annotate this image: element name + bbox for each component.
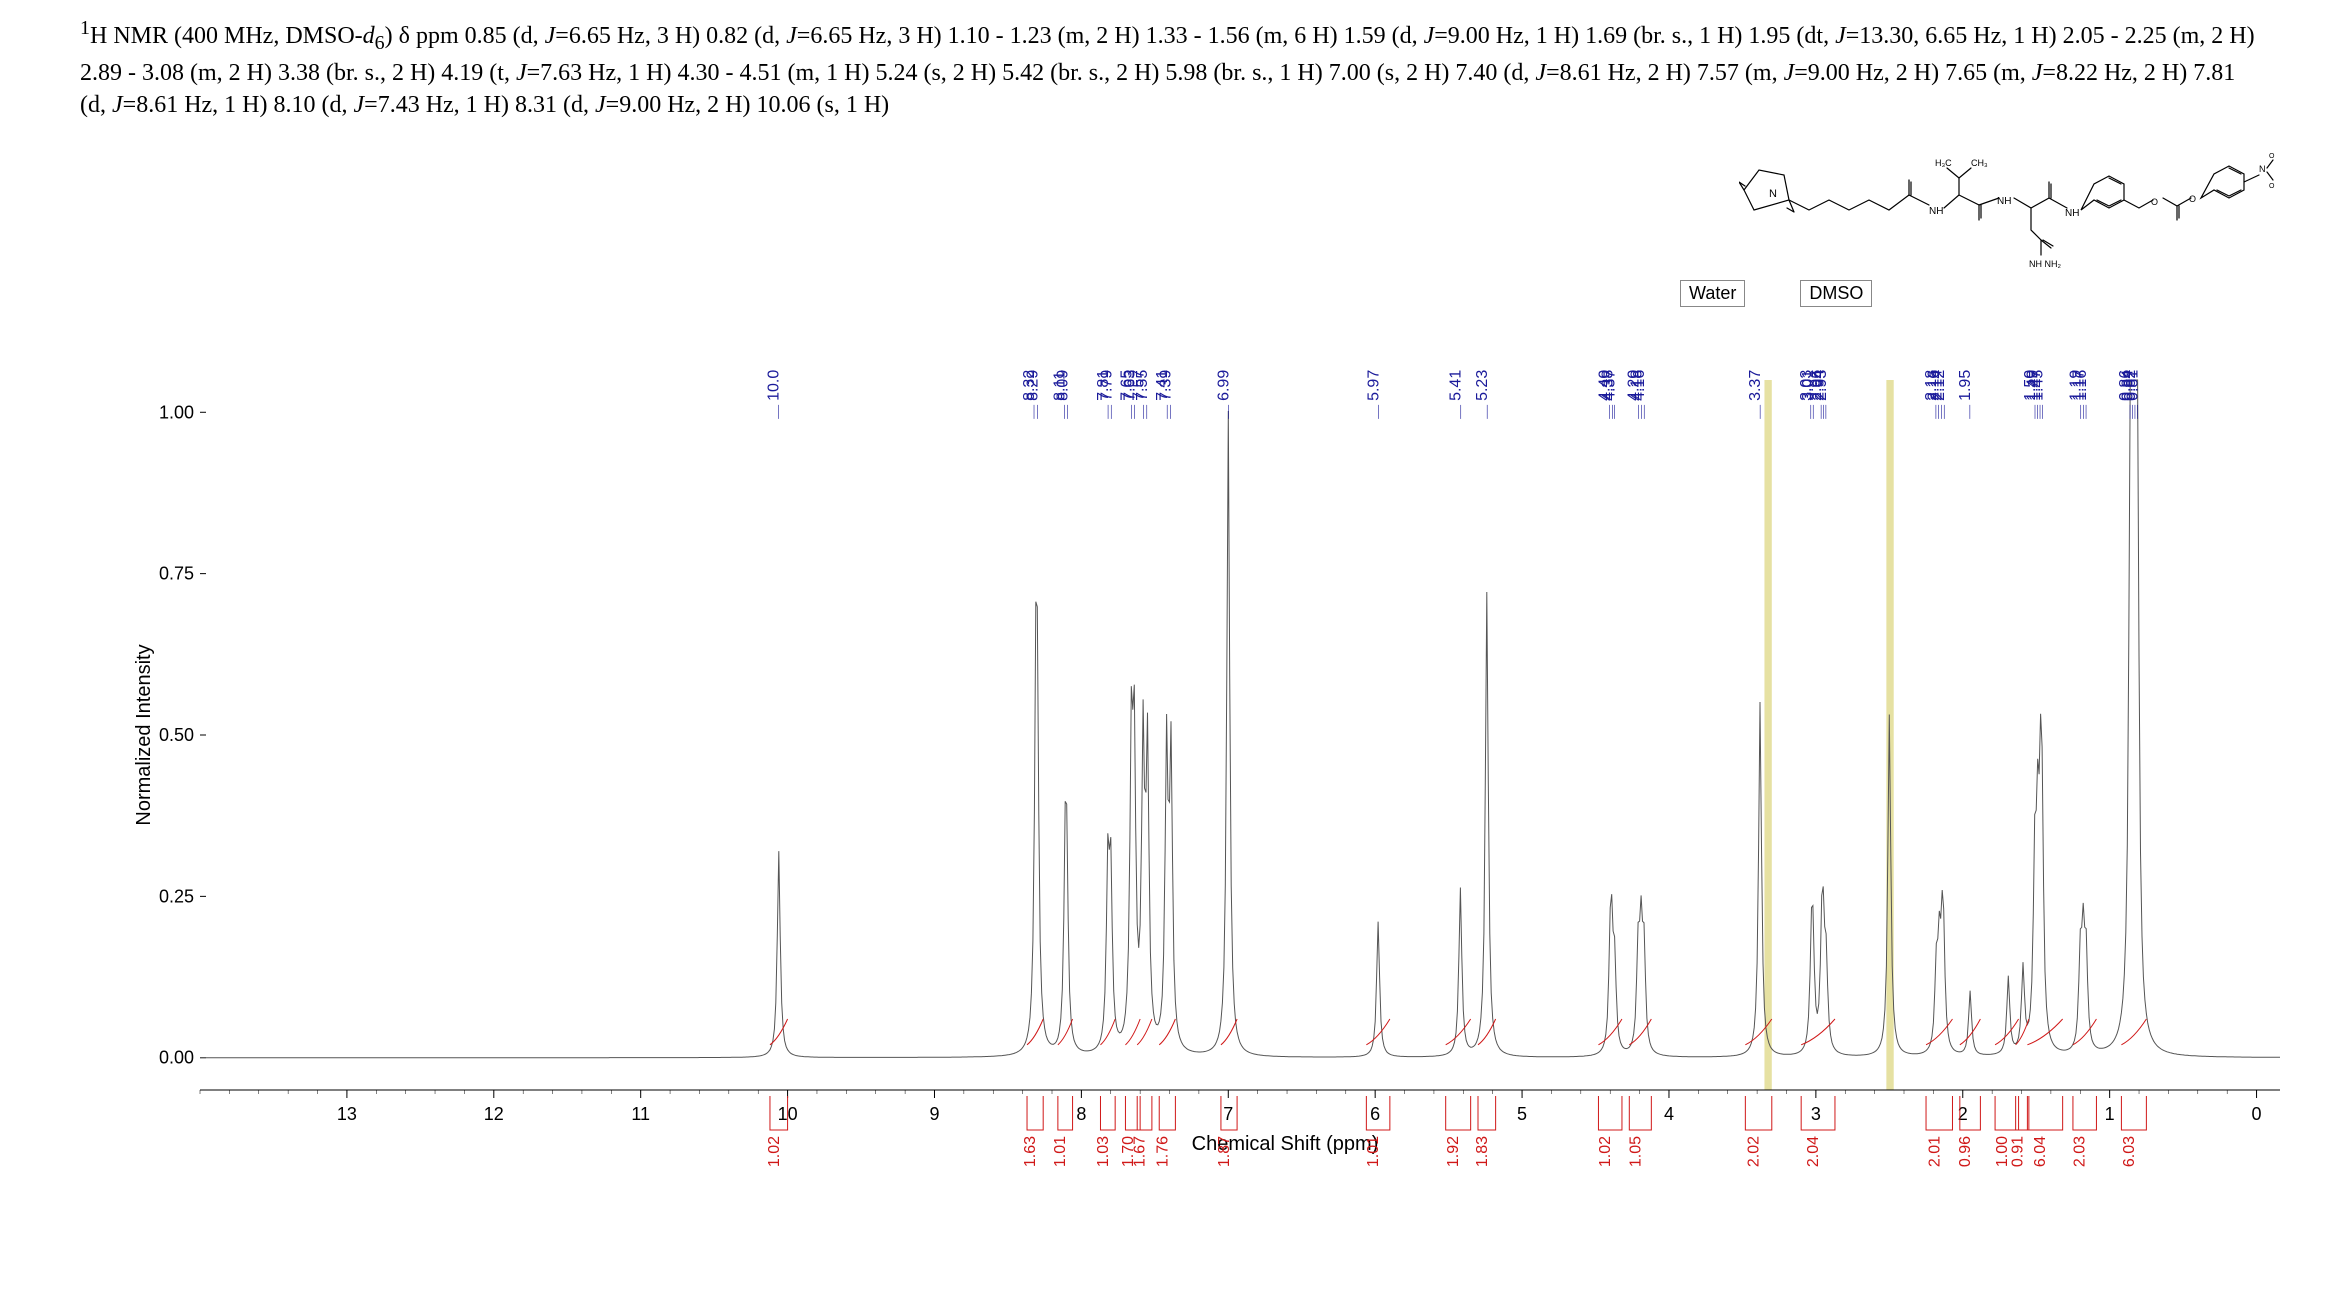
xtick-label: 2 [1958,1104,1968,1124]
xtick-label: 0 [2252,1104,2262,1124]
ytick-label: 0.75 [159,564,194,584]
xtick-label: 7 [1223,1104,1233,1124]
xtick-label: 4 [1664,1104,1674,1124]
integral-value: 2.01 [1926,1136,1943,1167]
integral-value: 1.01 [1365,1136,1382,1167]
integral-value: 2.02 [1746,1136,1763,1167]
integral-value: 1.02 [766,1136,783,1167]
svg-text:N: N [2259,164,2266,174]
peak-label: 0.8112 [2124,370,2141,401]
integral-value: 6.03 [2121,1136,2138,1167]
peak-label: 10.0621 [765,370,782,401]
peak-label: 8.2998 [1024,370,1041,401]
svg-text:O: O [2189,194,2196,204]
dmso-label: DMSO [1800,280,1872,307]
integral-value: 1.83 [1474,1136,1491,1167]
integral-value: 1.02 [1597,1136,1614,1167]
peak-label: 7.5548 [1134,370,1151,401]
integral-value: 2.04 [1805,1136,1822,1167]
peak-label: 3.3792 [1747,370,1764,401]
xtick-label: 8 [1076,1104,1086,1124]
ytick-label: 0.50 [159,725,194,745]
svg-text:H₃C: H₃C [1935,158,1952,168]
integral-value: 1.01 [1052,1136,1069,1167]
svg-text:O: O [2151,197,2158,207]
xtick-label: 13 [337,1104,357,1124]
xtick-label: 11 [631,1104,650,1124]
peak-label: 1.9517 [1957,370,1974,401]
svg-text:NH NH₂: NH NH₂ [2029,259,2061,269]
integral-curve [1960,1019,1981,1045]
xtick-label: 9 [929,1104,939,1124]
xtick-label: 6 [1370,1104,1380,1124]
peak-label: 2.1260 [1931,370,1948,401]
integral-value: 1.63 [1022,1136,1039,1167]
svg-text:N: N [1769,188,1777,200]
xtick-label: 12 [484,1104,504,1124]
integral-value: 2.03 [2072,1136,2089,1167]
integral-curve [1125,1019,1140,1045]
xtick-label: 1 [2105,1104,2115,1124]
integral-value: 0.96 [1957,1136,1974,1167]
xtick-label: 3 [1811,1104,1821,1124]
peak-label: 4.1683 [1631,370,1648,401]
integral-value: 1.03 [1095,1136,1112,1167]
integral-value: 1.76 [1154,1136,1171,1167]
peak-label: 7.3942 [1157,370,1174,401]
svg-text:O: O [2269,183,2275,190]
peak-label: 4.3719 [1601,370,1618,401]
ytick-label: 1.00 [159,402,194,422]
integral-curve [1366,1019,1390,1045]
integral-curve [1159,1019,1175,1045]
integral-curve [2027,1019,2062,1045]
peak-label: 2.9318 [1813,370,1830,401]
integral-curve [2121,1019,2146,1045]
peak-label: 8.0952 [1054,370,1071,401]
solvent-labels: Water DMSO [1680,280,1922,307]
peak-label: 1.1607 [2073,370,2090,401]
ytick-label: 0.00 [159,1048,194,1068]
peak-label: 1.4563 [2030,370,2047,401]
molecule-structure-diagram: N NH H₃C CH₃ NH NH NH₂ NH O O [1739,100,2279,270]
nmr-spectrum-chart: 0.000.250.500.751.00131211109876543210Ch… [130,370,2280,1200]
integral-value: 1.05 [1627,1136,1644,1167]
integral-curve [1137,1019,1152,1045]
peak-label: 5.2374 [1474,370,1491,401]
solvent-highlight [1764,380,1771,1090]
xtick-label: 5 [1517,1104,1527,1124]
peak-label: 5.4175 [1448,370,1465,401]
peak-label: 6.9977 [1216,370,1233,401]
svg-text:O: O [2269,153,2275,160]
svg-text:NH: NH [1929,206,1943,217]
svg-text:CH₃: CH₃ [1971,158,1988,168]
integral-value: 1.87 [1216,1136,1233,1167]
integral-value: 6.04 [2032,1136,2049,1167]
spectrum-trace [200,380,2280,1058]
integral-value: 1.67 [1132,1136,1149,1167]
integral-value: 0.91 [2009,1136,2026,1167]
ytick-label: 0.25 [159,886,194,906]
water-label: Water [1680,280,1745,307]
peak-label: 7.7966 [1098,370,1115,401]
svg-text:NH: NH [2065,208,2079,219]
integral-curve [1221,1019,1237,1045]
integral-value: 1.92 [1445,1136,1462,1167]
peak-label: 5.9785 [1365,370,1382,401]
y-axis-title: Normalized Intensity [133,644,155,825]
integral-curve [1995,1019,2019,1045]
svg-text:NH: NH [1997,196,2011,207]
